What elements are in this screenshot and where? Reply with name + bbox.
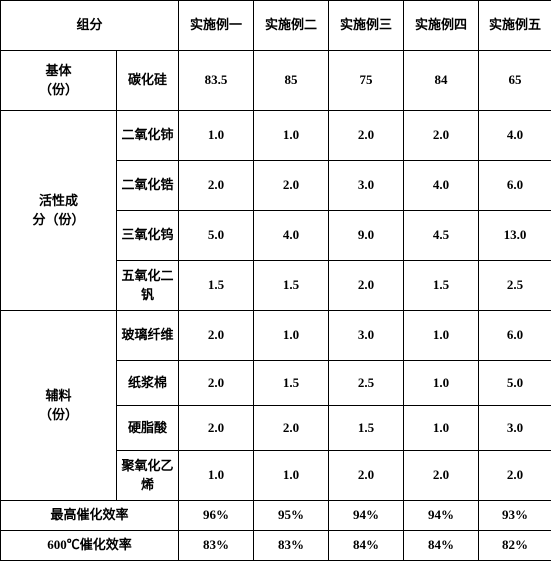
value: 2.0 (179, 161, 254, 211)
header-col: 实施例三 (329, 1, 404, 51)
value: 2.0 (254, 406, 329, 451)
value: 6.0 (479, 161, 551, 211)
value: 94% (329, 501, 404, 531)
value: 4.0 (254, 211, 329, 261)
material: 硬脂酸 (117, 406, 179, 451)
value: 1.5 (254, 261, 329, 311)
header-component: 组分 (1, 1, 179, 51)
header-col: 实施例五 (479, 1, 551, 51)
value: 95% (254, 501, 329, 531)
value: 2.0 (329, 111, 404, 161)
value: 93% (479, 501, 551, 531)
group-huoxing: 活性成分（份） (1, 111, 117, 311)
value: 13.0 (479, 211, 551, 261)
value: 2.0 (254, 161, 329, 211)
value: 3.0 (329, 161, 404, 211)
material: 三氧化钨 (117, 211, 179, 261)
value: 1.0 (179, 451, 254, 501)
value: 4.5 (404, 211, 479, 261)
value: 96% (179, 501, 254, 531)
value: 1.0 (404, 311, 479, 361)
value: 75 (329, 51, 404, 111)
value: 6.0 (479, 311, 551, 361)
value: 1.5 (329, 406, 404, 451)
value: 1.0 (254, 111, 329, 161)
value: 2.0 (404, 111, 479, 161)
value: 1.0 (404, 361, 479, 406)
value: 2.0 (329, 261, 404, 311)
group-jiti: 基体（份） (1, 51, 117, 111)
value: 3.0 (329, 311, 404, 361)
value: 83% (179, 531, 254, 561)
value: 2.5 (329, 361, 404, 406)
value: 1.5 (179, 261, 254, 311)
value: 84% (404, 531, 479, 561)
value: 82% (479, 531, 551, 561)
value: 65 (479, 51, 551, 111)
value: 1.0 (254, 451, 329, 501)
value: 2.0 (179, 311, 254, 361)
value: 2.0 (179, 361, 254, 406)
value: 84 (404, 51, 479, 111)
group-fuliao: 辅料（份） (1, 311, 117, 501)
header-col: 实施例四 (404, 1, 479, 51)
value: 2.5 (479, 261, 551, 311)
value: 9.0 (329, 211, 404, 261)
value: 4.0 (404, 161, 479, 211)
value: 4.0 (479, 111, 551, 161)
material: 二氧化锆 (117, 161, 179, 211)
footer-label: 600℃催化效率 (1, 531, 179, 561)
value: 1.5 (404, 261, 479, 311)
value: 2.0 (329, 451, 404, 501)
material: 玻璃纤维 (117, 311, 179, 361)
header-col: 实施例一 (179, 1, 254, 51)
value: 1.0 (179, 111, 254, 161)
value: 5.0 (479, 361, 551, 406)
material: 碳化硅 (117, 51, 179, 111)
material: 聚氧化乙烯 (117, 451, 179, 501)
material: 二氧化铈 (117, 111, 179, 161)
data-table-main: 组分 实施例一 实施例二 实施例三 实施例四 实施例五 基体（份） 碳化硅 83… (0, 0, 551, 561)
value: 2.0 (404, 451, 479, 501)
value: 5.0 (179, 211, 254, 261)
value: 1.0 (254, 311, 329, 361)
value: 94% (404, 501, 479, 531)
value: 83% (254, 531, 329, 561)
value: 1.5 (254, 361, 329, 406)
value: 84% (329, 531, 404, 561)
value: 2.0 (179, 406, 254, 451)
footer-label: 最高催化效率 (1, 501, 179, 531)
value: 83.5 (179, 51, 254, 111)
header-col: 实施例二 (254, 1, 329, 51)
material: 纸浆棉 (117, 361, 179, 406)
material: 五氧化二钒 (117, 261, 179, 311)
value: 3.0 (479, 406, 551, 451)
value: 85 (254, 51, 329, 111)
value: 2.0 (479, 451, 551, 501)
value: 1.0 (404, 406, 479, 451)
